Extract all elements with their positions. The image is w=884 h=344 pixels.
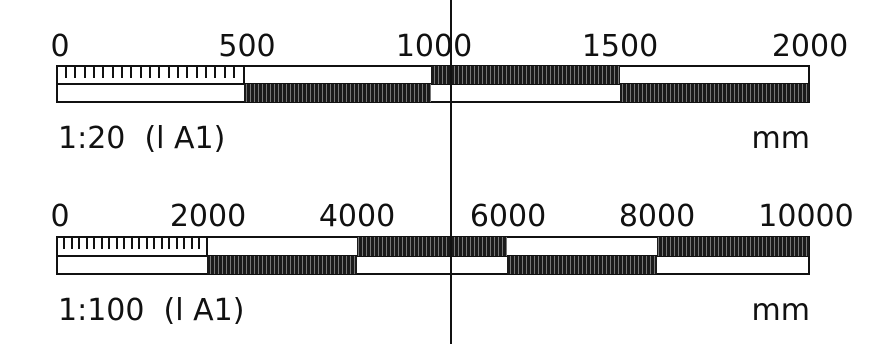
scale-ratio-label: 1:20 (l A1): [58, 121, 225, 156]
tick-label: 1000: [396, 29, 472, 64]
filled-segment: [207, 256, 357, 274]
subdivision-ticks: [63, 237, 200, 249]
filled-segment: [657, 237, 809, 256]
scale-ratio-label: 1:100 (l A1): [58, 293, 244, 328]
scale-bar-1-100: 0 2000 4000 6000 8000 10000 1:100 (l A1)…: [50, 199, 853, 328]
tick-label: 10000: [758, 199, 853, 234]
unit-label: mm: [752, 293, 810, 328]
subdivision-ticks: [65, 66, 235, 78]
tick-label: 8000: [619, 199, 695, 234]
filled-segment: [620, 84, 809, 102]
tick-label: 2000: [170, 199, 246, 234]
tick-label: 4000: [319, 199, 395, 234]
tick-label: 2000: [772, 29, 848, 64]
tick-label: 0: [50, 29, 69, 64]
scale-bar-1-20: 0 500 1000 1500 2000 1:20 (l A1) mm: [50, 29, 848, 156]
tick-label: 1500: [582, 29, 658, 64]
filled-segment: [244, 84, 431, 102]
filled-segment: [507, 256, 657, 274]
filled-segment: [357, 237, 507, 256]
tick-label: 0: [50, 199, 69, 234]
tick-label: 6000: [470, 199, 546, 234]
unit-label: mm: [752, 121, 810, 156]
tick-label: 500: [218, 29, 275, 64]
filled-segment: [431, 66, 620, 84]
